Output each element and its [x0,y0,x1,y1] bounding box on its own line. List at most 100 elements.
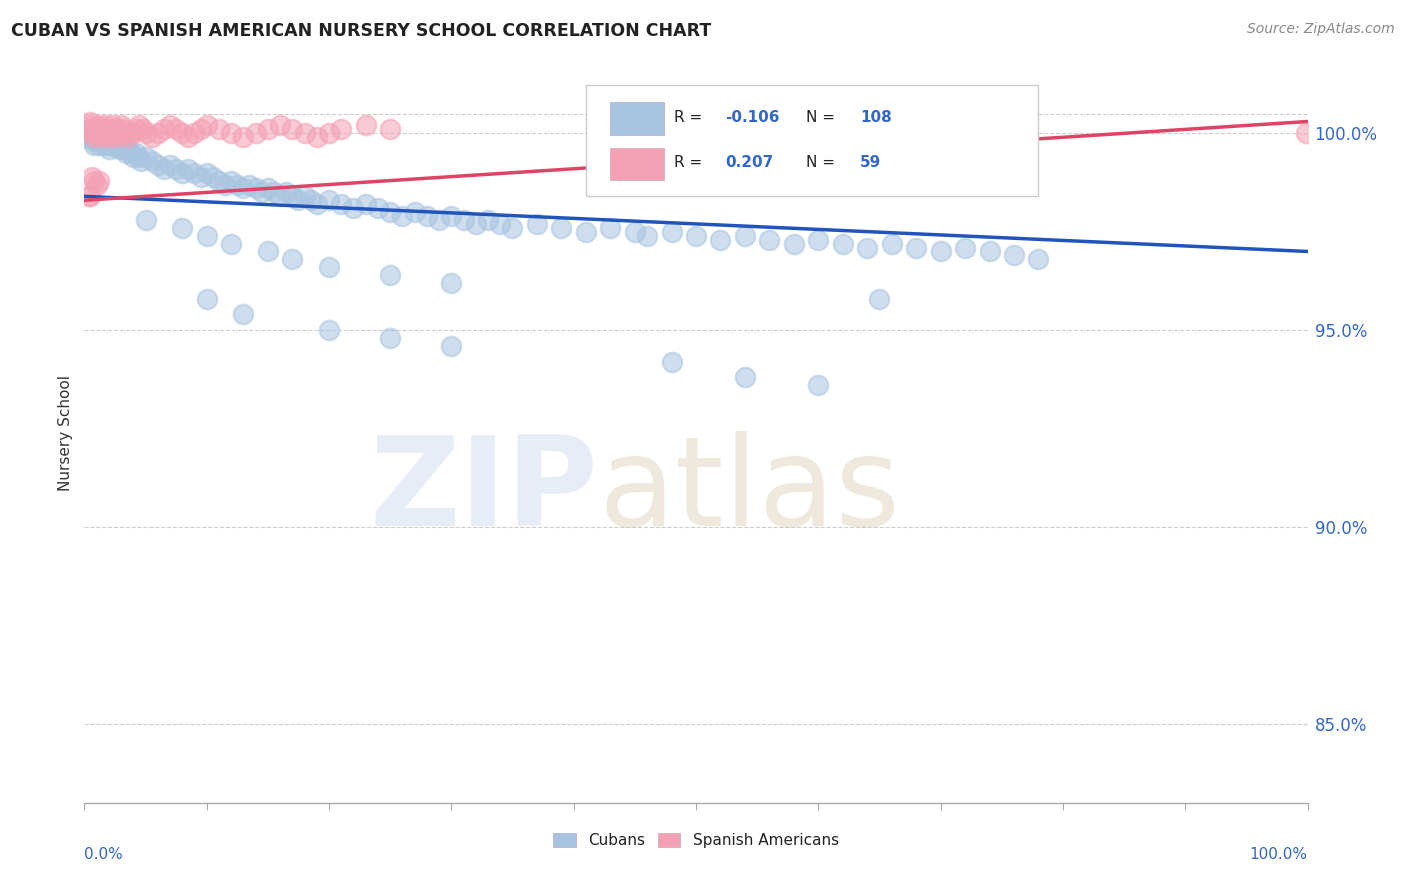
Point [93,122,115,136]
Point [96,122,118,136]
Point [380,122,402,136]
Point [281,122,304,136]
Point [87,122,110,136]
Point [87,134,110,148]
Point [453,213,475,227]
Point [96,134,118,148]
Point [624,225,647,239]
Point [127,150,149,164]
Y-axis label: Nursery School: Nursery School [58,375,73,491]
Point [380,205,402,219]
Point [172,220,194,235]
Text: R =: R = [673,110,707,125]
Point [276,186,298,200]
Point [195,292,218,306]
Text: atlas: atlas [598,432,900,552]
Point [257,244,280,259]
Point [165,161,187,176]
Point [146,158,169,172]
Point [82,122,104,136]
Text: N =: N = [806,155,839,169]
Point [177,130,200,145]
Point [232,308,254,322]
Point [245,126,267,140]
Point [294,189,316,203]
Point [219,236,242,251]
Point [219,173,242,187]
Text: 108: 108 [860,110,891,125]
Point [354,197,377,211]
Point [195,119,218,133]
Point [734,228,756,243]
Point [526,217,548,231]
Point [856,241,879,255]
Point [380,268,402,282]
Point [183,126,205,140]
Point [105,130,128,145]
Point [117,142,139,156]
Point [807,378,830,392]
Point [219,126,242,140]
Point [661,225,683,239]
Point [599,220,621,235]
Point [575,225,598,239]
Point [101,119,124,133]
Point [98,126,121,140]
Point [232,181,254,195]
Point [464,217,486,231]
Point [125,146,148,161]
Point [100,122,122,136]
Point [120,146,142,161]
Point [79,126,101,140]
Text: 0.0%: 0.0% [84,847,124,863]
Point [661,355,683,369]
Point [83,173,105,187]
Point [128,119,150,133]
Point [232,130,254,145]
Point [117,130,139,145]
Point [257,181,280,195]
Point [90,130,112,145]
Point [97,126,120,140]
Point [404,205,426,219]
Point [135,150,157,164]
Point [330,197,353,211]
Point [135,213,157,227]
Point [354,119,377,133]
Point [953,241,976,255]
Point [112,142,135,156]
Point [115,126,138,140]
Point [105,138,128,153]
Point [89,126,111,140]
Point [195,228,218,243]
Point [98,138,121,153]
Point [122,126,145,140]
Point [93,138,115,153]
Point [172,166,194,180]
Point [135,126,157,140]
FancyBboxPatch shape [610,147,664,180]
Point [318,260,340,275]
Point [905,241,928,255]
Point [100,130,122,145]
Point [214,178,236,192]
Text: CUBAN VS SPANISH AMERICAN NURSERY SCHOOL CORRELATION CHART: CUBAN VS SPANISH AMERICAN NURSERY SCHOOL… [11,22,711,40]
Point [294,126,316,140]
Point [869,292,891,306]
Point [103,122,125,136]
Point [80,130,103,145]
Point [391,209,413,223]
Point [440,339,463,353]
Point [250,186,273,200]
FancyBboxPatch shape [610,103,664,135]
Point [107,122,129,136]
Point [550,220,572,235]
Text: 0.207: 0.207 [725,155,773,169]
Point [87,173,110,187]
Point [153,122,176,136]
Point [84,126,107,140]
Point [318,194,340,208]
Point [245,181,267,195]
Point [79,189,101,203]
Point [107,142,129,156]
